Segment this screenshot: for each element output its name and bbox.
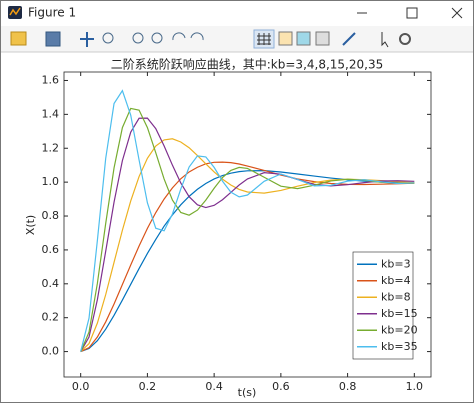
x-tick-label: 1.0 xyxy=(406,380,424,393)
y-tick-label: 1.6 xyxy=(42,73,60,86)
zoom-in-button[interactable] xyxy=(102,32,114,44)
x-tick-label: 0.6 xyxy=(272,380,290,393)
x-tick-label: 0.4 xyxy=(205,380,223,393)
y-tick-label: 0.0 xyxy=(42,345,60,358)
line-tool[interactable] xyxy=(342,32,356,46)
x-axis-label: t(s) xyxy=(238,386,257,399)
select-tool[interactable] xyxy=(381,32,389,48)
close-button[interactable] xyxy=(451,7,463,19)
toolbar-icons xyxy=(10,29,411,49)
y-tick-label: 0.8 xyxy=(42,209,60,222)
reset-button[interactable] xyxy=(151,32,163,44)
y-tick-label: 0.6 xyxy=(42,243,60,256)
legend-label: kb=35 xyxy=(381,340,418,353)
axes-toggle[interactable] xyxy=(315,31,330,46)
legend-box xyxy=(352,251,414,360)
redo-button[interactable] xyxy=(190,32,204,41)
window-title: Figure 1 xyxy=(28,6,76,20)
legend-label: kb=15 xyxy=(381,307,418,320)
y-tick-label: 1.4 xyxy=(42,107,60,120)
y-tick-label: 0.4 xyxy=(42,277,60,290)
legend-label: kb=3 xyxy=(381,257,411,270)
pan-button[interactable] xyxy=(80,32,94,47)
colorbar-toggle[interactable] xyxy=(296,31,311,46)
open-button[interactable] xyxy=(10,31,27,46)
legend-label: kb=8 xyxy=(381,290,411,303)
x-tick-label: 0.2 xyxy=(139,380,157,393)
x-tick-label: 0.0 xyxy=(72,380,90,393)
save-button[interactable] xyxy=(45,31,61,47)
app-icon-glyph xyxy=(9,7,21,16)
series-line xyxy=(80,89,415,352)
maximize-button[interactable] xyxy=(406,7,418,19)
undo-button[interactable] xyxy=(172,32,186,41)
x-tick-label: 0.8 xyxy=(339,380,357,393)
toolbar xyxy=(1,26,473,52)
zoom-out-button[interactable] xyxy=(132,32,144,44)
y-tick-label: 0.2 xyxy=(42,311,60,324)
settings-button[interactable] xyxy=(399,33,411,45)
chart-title: 二阶系统阶跃响应曲线，其中:kb=3,4,8,15,20,35 xyxy=(111,57,383,72)
y-tick-label: 1.2 xyxy=(42,141,60,154)
series-line xyxy=(80,170,415,353)
title-bar xyxy=(1,1,473,26)
y-tick-label: 1.0 xyxy=(42,175,60,188)
series-line xyxy=(80,138,415,353)
legend-toggle[interactable] xyxy=(278,31,293,46)
legend-label: kb=4 xyxy=(381,274,411,287)
y-axis-label: X(t) xyxy=(24,215,37,235)
series-line xyxy=(80,107,415,352)
legend-label: kb=20 xyxy=(381,323,418,336)
